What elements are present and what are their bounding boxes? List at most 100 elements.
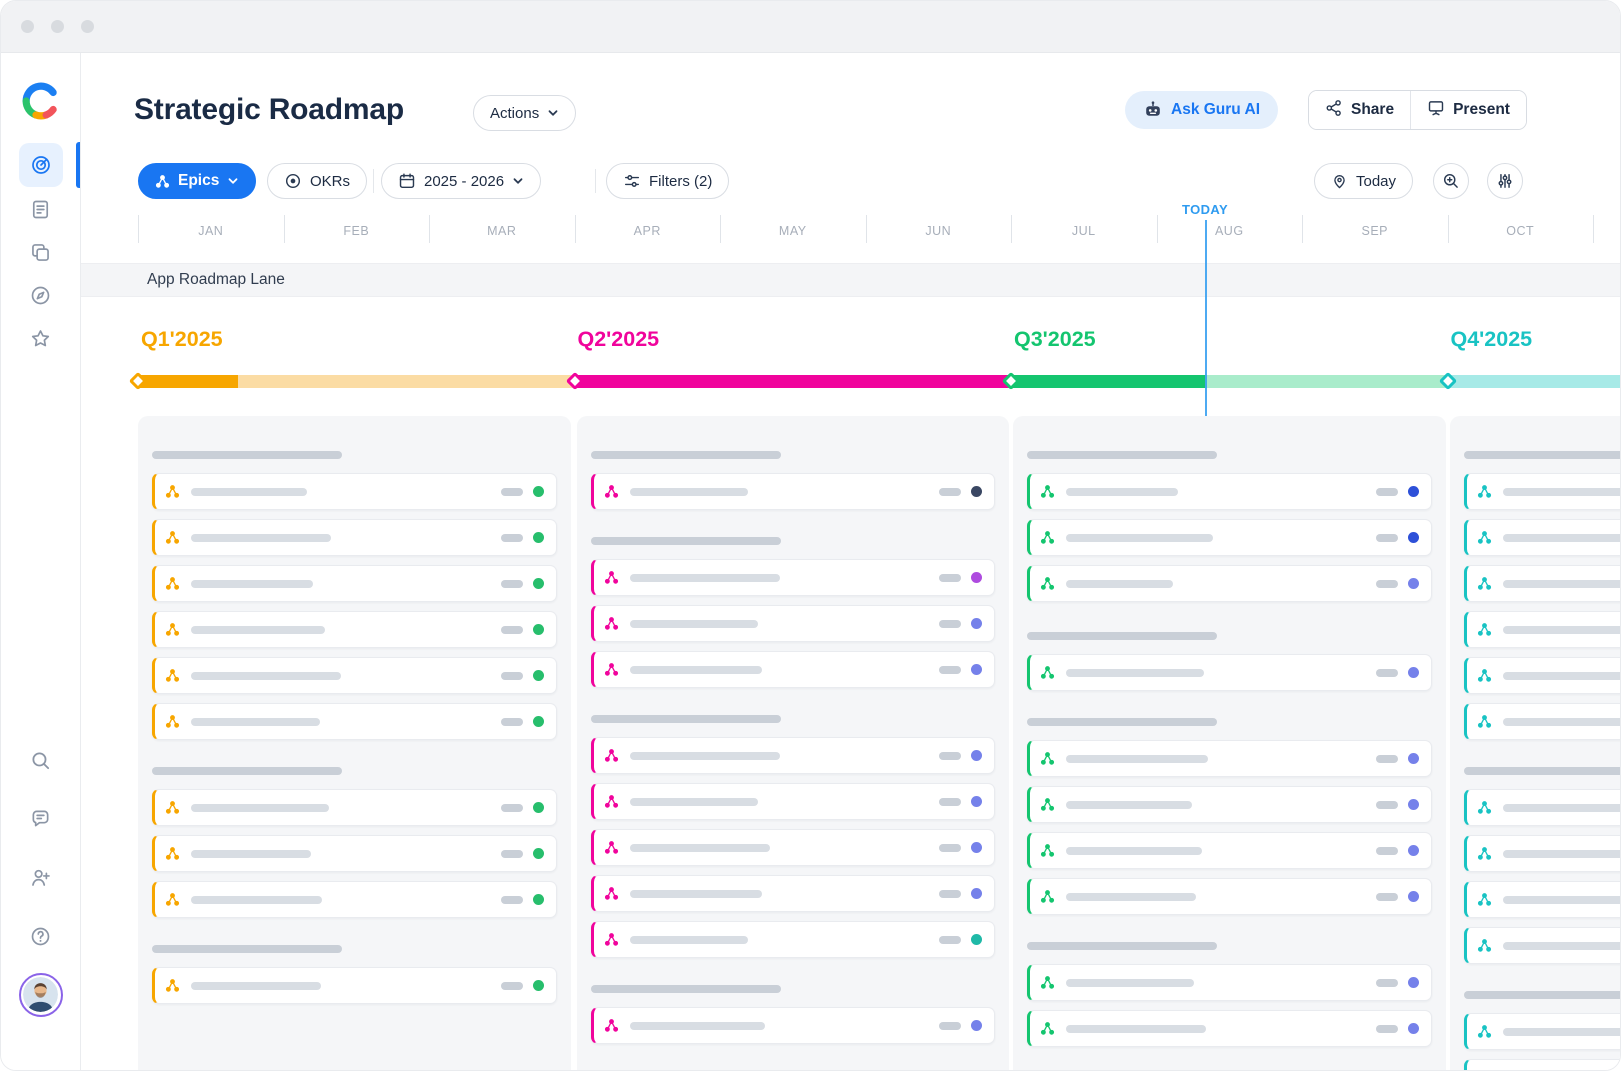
- toolbar-divider: [373, 169, 374, 193]
- epic-icon: [1040, 576, 1055, 591]
- zoom-in-icon: [1442, 172, 1460, 190]
- card-title-placeholder: [191, 981, 321, 990]
- epic-card[interactable]: [152, 789, 557, 826]
- card-title-placeholder: [191, 533, 331, 542]
- epic-card[interactable]: [1027, 565, 1432, 602]
- epic-card[interactable]: [152, 657, 557, 694]
- epic-card[interactable]: [590, 605, 995, 642]
- epic-card[interactable]: [1027, 832, 1432, 869]
- sidebar-item-roadmap[interactable]: [18, 143, 63, 187]
- roadmap-lane-header[interactable]: App Roadmap Lane: [81, 263, 1620, 297]
- epic-icon: [1040, 797, 1055, 812]
- epic-card[interactable]: [1027, 740, 1432, 777]
- epic-card[interactable]: [590, 559, 995, 596]
- sidebar-item-items[interactable]: [21, 232, 61, 272]
- card-meta-placeholder: [939, 797, 961, 806]
- card-title-placeholder: [191, 849, 311, 858]
- quarter-bar-elapsed: [1011, 375, 1206, 388]
- epic-card[interactable]: [1027, 473, 1432, 510]
- app-logo[interactable]: [19, 79, 63, 123]
- zoom-button[interactable]: [1433, 163, 1469, 199]
- epic-card[interactable]: [152, 881, 557, 918]
- okrs-button[interactable]: OKRs: [267, 163, 368, 199]
- quarter-bar-elapsed: [138, 375, 239, 388]
- card-title-placeholder: [629, 487, 748, 496]
- card-meta-placeholder: [500, 717, 523, 726]
- sidebar-item-feedback[interactable]: [21, 798, 61, 838]
- card-meta-placeholder: [939, 487, 961, 496]
- epic-card[interactable]: [152, 565, 557, 602]
- epic-card[interactable]: [1027, 964, 1432, 1001]
- sidebar-item-discovery[interactable]: [21, 275, 61, 315]
- epic-card[interactable]: [590, 1007, 995, 1044]
- chevron-down-icon: [227, 175, 239, 187]
- epic-card[interactable]: [1463, 565, 1620, 602]
- sidebar-item-search[interactable]: [21, 740, 61, 780]
- epic-card[interactable]: [1463, 611, 1620, 648]
- today-button[interactable]: Today: [1314, 163, 1414, 199]
- epic-card[interactable]: [1463, 1059, 1620, 1070]
- epic-card[interactable]: [152, 519, 557, 556]
- window-control-dot[interactable]: [51, 20, 64, 33]
- view-settings-button[interactable]: [1487, 163, 1523, 199]
- sidebar-item-favorites[interactable]: [21, 318, 61, 358]
- epic-card[interactable]: [152, 703, 557, 740]
- epic-group: [1027, 451, 1432, 602]
- present-button[interactable]: Present: [1411, 91, 1526, 129]
- epic-card[interactable]: [152, 835, 557, 872]
- epic-card[interactable]: [1027, 519, 1432, 556]
- epic-card[interactable]: [590, 737, 995, 774]
- epic-card[interactable]: [1027, 1010, 1432, 1047]
- month-label: JUN: [925, 224, 952, 238]
- epic-card[interactable]: [1463, 881, 1620, 918]
- epic-icon: [604, 484, 619, 499]
- user-avatar[interactable]: [18, 973, 63, 1017]
- card-meta-placeholder: [939, 843, 961, 852]
- epic-icon: [604, 840, 619, 855]
- epic-card[interactable]: [1463, 519, 1620, 556]
- group-title-placeholder: [1463, 451, 1620, 459]
- epic-card[interactable]: [590, 921, 995, 958]
- epic-card[interactable]: [1463, 703, 1620, 740]
- month-tick: [1302, 215, 1303, 243]
- card-title-placeholder: [1066, 579, 1173, 588]
- sidebar-item-help[interactable]: [21, 916, 61, 956]
- epic-card[interactable]: [1027, 786, 1432, 823]
- card-title-placeholder: [1066, 978, 1194, 987]
- epic-card[interactable]: [152, 967, 557, 1004]
- epic-card[interactable]: [1463, 657, 1620, 694]
- epic-card[interactable]: [1463, 1013, 1620, 1050]
- ask-guru-label: Ask Guru AI: [1171, 101, 1260, 118]
- epic-card[interactable]: [590, 875, 995, 912]
- sidebar: [1, 53, 81, 1070]
- epic-card[interactable]: [590, 651, 995, 688]
- epic-card[interactable]: [1463, 473, 1620, 510]
- share-label: Share: [1351, 101, 1395, 118]
- epic-card[interactable]: [590, 473, 995, 510]
- epic-card[interactable]: [1463, 927, 1620, 964]
- epic-card[interactable]: [1463, 835, 1620, 872]
- epic-card[interactable]: [1027, 878, 1432, 915]
- epics-dropdown-button[interactable]: Epics: [138, 163, 257, 199]
- share-button[interactable]: Share: [1309, 91, 1411, 129]
- epic-icon: [1477, 938, 1492, 953]
- ask-guru-ai-button[interactable]: Ask Guru AI: [1125, 91, 1278, 129]
- status-dot: [532, 578, 544, 589]
- epic-card[interactable]: [590, 829, 995, 866]
- actions-button[interactable]: Actions: [473, 95, 577, 131]
- window-control-dot[interactable]: [21, 20, 34, 33]
- card-meta-placeholder: [939, 935, 961, 944]
- filters-button[interactable]: Filters (2): [606, 163, 730, 199]
- epic-card[interactable]: [1027, 654, 1432, 691]
- epic-card[interactable]: [590, 783, 995, 820]
- epic-card[interactable]: [152, 611, 557, 648]
- epic-card[interactable]: [1463, 789, 1620, 826]
- epic-icon: [1477, 622, 1492, 637]
- epic-icon: [1040, 665, 1055, 680]
- epic-card[interactable]: [152, 473, 557, 510]
- window-control-dot[interactable]: [81, 20, 94, 33]
- date-range-button[interactable]: 2025 - 2026: [381, 163, 542, 199]
- help-icon: [31, 927, 50, 945]
- sidebar-item-specs[interactable]: [21, 189, 61, 229]
- sidebar-item-invite[interactable]: [21, 857, 61, 897]
